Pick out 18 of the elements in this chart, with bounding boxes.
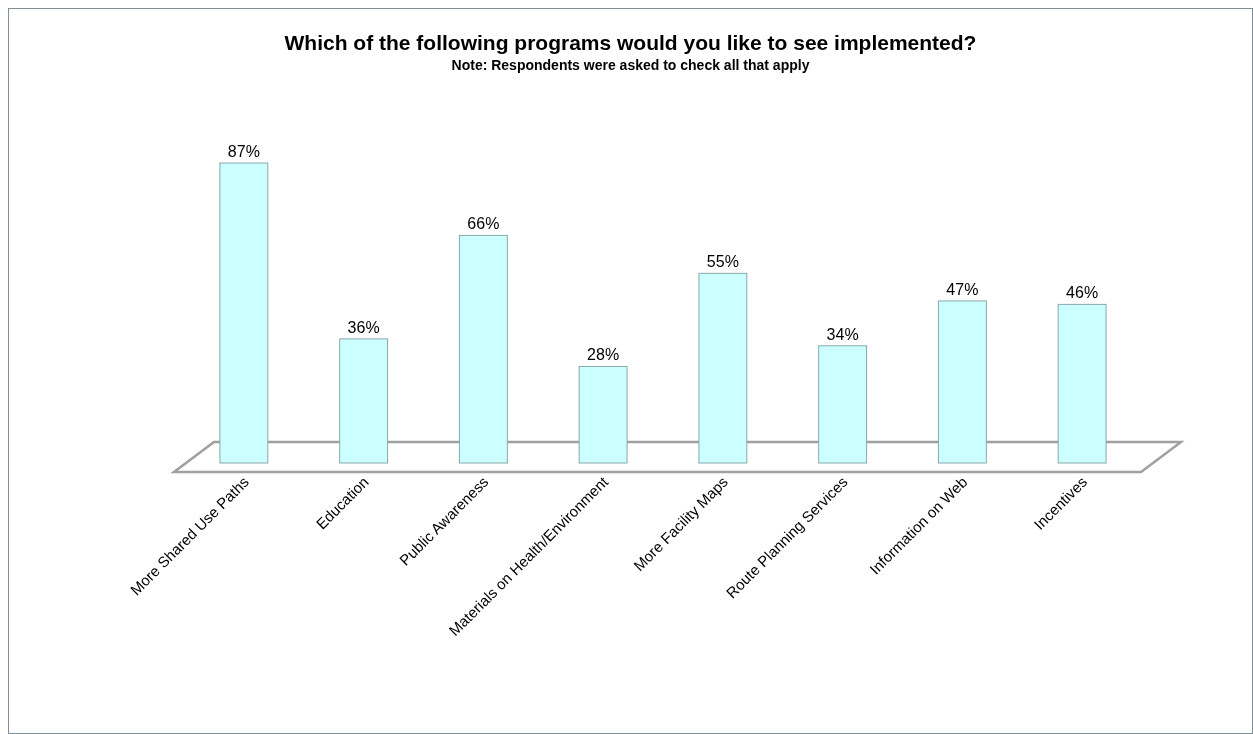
bar: [219, 162, 269, 464]
data-label: 47%: [946, 280, 979, 298]
bar: [818, 345, 868, 464]
bar: [1057, 303, 1107, 464]
bar: [698, 272, 748, 464]
data-label: 36%: [347, 318, 380, 336]
data-label: 28%: [587, 346, 620, 364]
data-label: 46%: [1066, 284, 1099, 302]
bar: [578, 365, 628, 464]
chart-title: Which of the following programs would you like to see implemented?: [284, 31, 977, 54]
data-label: 87%: [227, 143, 260, 160]
data-label: 55%: [706, 253, 739, 271]
chart-subtitle: Note: Respondents were asked to check all that apply: [451, 57, 810, 73]
data-label: 66%: [467, 215, 500, 233]
bar: [339, 338, 389, 464]
data-label: 34%: [826, 325, 859, 343]
bar: [458, 234, 508, 464]
bar: [937, 300, 987, 464]
